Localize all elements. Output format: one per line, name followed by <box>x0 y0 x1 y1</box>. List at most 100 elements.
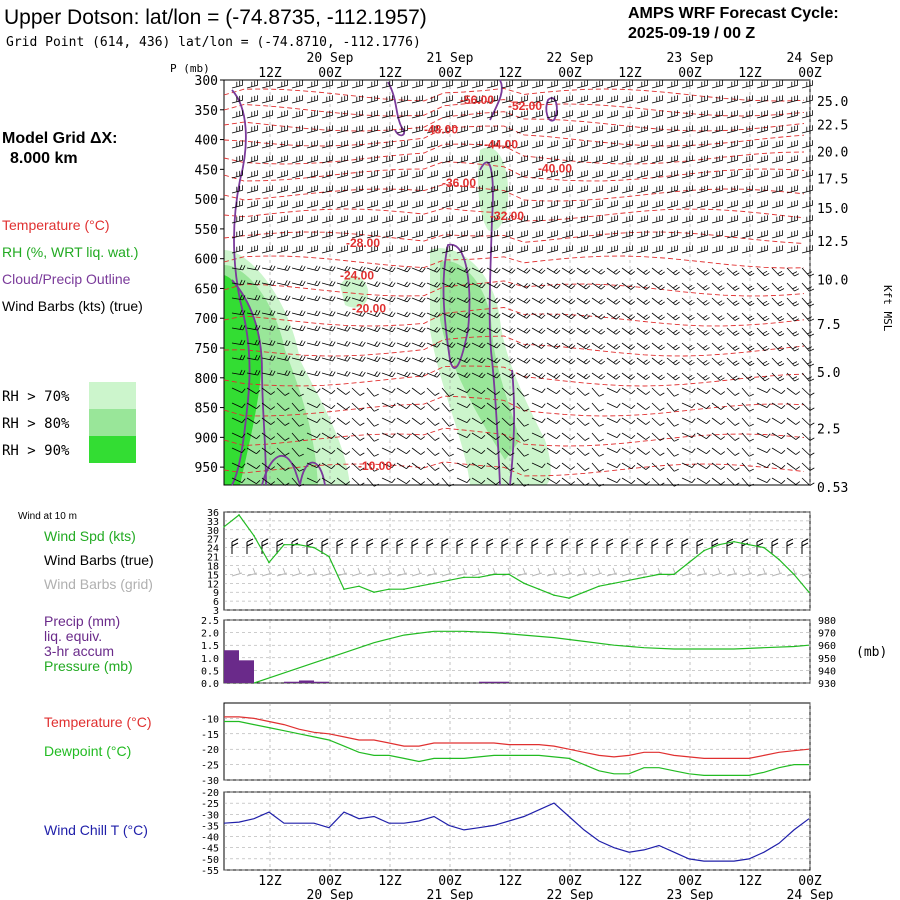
wind-speed-point <box>733 540 735 543</box>
wind-barb <box>516 402 529 412</box>
wind-barb <box>231 477 246 483</box>
wind-barb <box>621 267 636 275</box>
time-tick-label: 12Z <box>618 66 642 81</box>
wind-barb <box>291 417 304 427</box>
wind-barb <box>411 296 426 303</box>
wind-barb <box>246 155 258 164</box>
wind-barb <box>336 355 351 362</box>
value-tick-label: 30 <box>207 526 219 537</box>
wind-barb <box>231 339 246 346</box>
wind-barb <box>411 341 426 348</box>
wind-barb <box>546 372 561 380</box>
wind-barb <box>276 245 288 254</box>
legend-item: Temperature (°C) <box>2 217 110 233</box>
wind-barb <box>576 417 590 426</box>
wind-barb <box>456 155 468 164</box>
wind-barb <box>381 140 393 149</box>
wind-barb <box>336 95 348 104</box>
wind-barb <box>591 402 604 412</box>
wind-barb <box>801 215 813 224</box>
wind-barb <box>231 170 243 179</box>
wind-barb <box>711 372 725 381</box>
wind-barb <box>741 155 753 164</box>
wind-barb <box>666 170 678 179</box>
wind-barb <box>381 95 393 104</box>
wind-barb <box>381 447 396 453</box>
wind-barb <box>276 215 288 224</box>
pressure-tick-label: 940 <box>818 666 836 677</box>
wind-barb <box>351 95 363 104</box>
wind-barb <box>306 215 318 224</box>
wind-barb <box>381 341 396 348</box>
wind-barb <box>786 185 798 194</box>
wind-barb <box>666 297 680 306</box>
wind-speed-point <box>673 573 675 576</box>
wind-barb <box>546 342 561 350</box>
wind-barb <box>696 477 711 485</box>
wind-barb <box>306 462 321 468</box>
wind-barb <box>366 125 378 134</box>
value-tick-label: -25 <box>201 799 219 810</box>
date-label: 24 Sep <box>787 888 834 900</box>
wind-barb <box>366 155 378 164</box>
wind-barb <box>636 477 651 485</box>
wind-barb <box>471 357 486 364</box>
wind-speed-point <box>433 582 435 585</box>
wind-barb <box>711 282 725 291</box>
cloud-outline <box>231 89 251 486</box>
wind-barb <box>366 311 381 317</box>
wind-speed-point <box>598 585 600 588</box>
wind-barb <box>381 356 396 363</box>
wind-barb <box>441 110 453 119</box>
wind-barb <box>801 95 813 104</box>
wind-barb <box>741 125 753 134</box>
wind-barb <box>246 387 261 395</box>
time-tick-label: 12Z <box>258 66 282 81</box>
wind-barb <box>306 125 318 134</box>
wind-barb <box>366 432 379 442</box>
wind-barb <box>786 432 801 440</box>
wind-barb <box>546 312 561 320</box>
wind-barb <box>516 462 529 472</box>
wind-barb <box>606 140 618 149</box>
wind-barb <box>756 245 768 254</box>
wind-speed-point <box>328 555 330 558</box>
wind-barb <box>336 462 351 470</box>
wind-barb <box>636 282 651 290</box>
wind-barb <box>366 140 378 149</box>
wind-barb <box>561 245 573 254</box>
wind-barb <box>636 372 651 380</box>
wind-barb <box>411 245 423 254</box>
wind-barb <box>546 245 558 254</box>
wind-barb <box>741 462 754 472</box>
true-wind-barb <box>381 538 389 554</box>
wind-barb <box>366 170 378 179</box>
wind-barb <box>501 432 515 441</box>
wind-barb <box>411 266 426 273</box>
wind-barb <box>411 371 426 378</box>
wind-barb <box>486 80 498 89</box>
wind-barb <box>741 372 755 381</box>
wind-barb <box>306 185 318 194</box>
wind-barb <box>501 245 513 254</box>
wind-barb <box>561 282 576 290</box>
value-tick-label: 15 <box>207 570 219 581</box>
wind-barb <box>726 357 740 366</box>
wind-barb <box>606 170 618 179</box>
wind-barb <box>456 327 471 333</box>
wind-barb <box>486 155 498 164</box>
wind-barb <box>636 417 651 425</box>
true-wind-barb <box>696 538 704 554</box>
wind-barb <box>576 462 590 471</box>
wind-barb <box>501 200 513 209</box>
wind-barb <box>501 170 513 179</box>
wind-barb <box>606 185 618 194</box>
wind-barb <box>561 372 576 380</box>
wind-barb <box>591 432 604 442</box>
wind-barb <box>621 155 633 164</box>
wind-barb <box>621 80 633 89</box>
wind-speed-point <box>343 588 345 591</box>
wind-barb <box>681 312 695 321</box>
value-tick-label: -30 <box>201 776 219 787</box>
wind-barb <box>336 432 351 440</box>
